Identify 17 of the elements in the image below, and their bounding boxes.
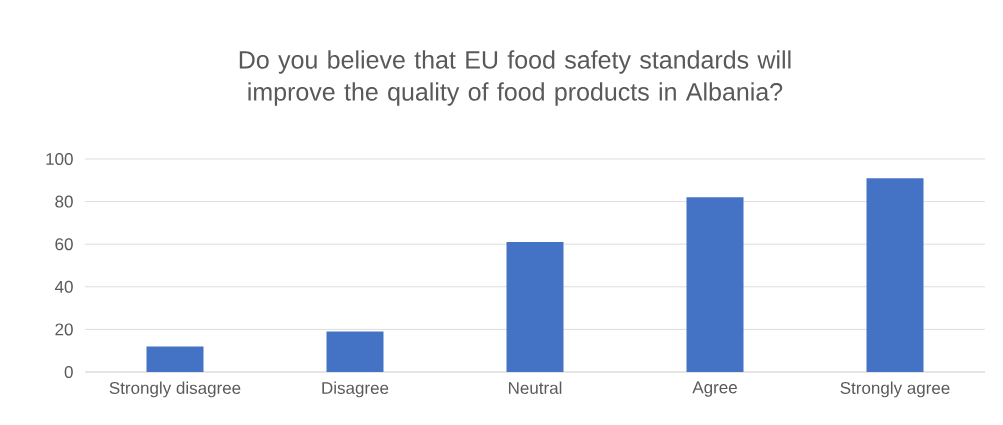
y-tick-label: 20: [55, 323, 73, 336]
x-tick-label: Strongly agree: [840, 381, 950, 398]
x-tick-label: Strongly disagree: [109, 381, 241, 398]
y-tick-label: 0: [64, 365, 73, 379]
y-tick-label: 100: [46, 152, 73, 166]
bar: [326, 331, 384, 372]
bar: [686, 197, 744, 372]
bar: [506, 242, 564, 372]
y-tick-label: 40: [54, 280, 73, 293]
bar: [146, 346, 204, 372]
x-tick-label: Neutral: [509, 381, 562, 395]
y-tick-label: 80: [55, 195, 73, 208]
x-tick-label: Agree: [692, 381, 737, 397]
chart-title: Do you believe that EU food safety standards will improve the quality of food products in Albania?: [239, 50, 791, 106]
y-tick-label: 60: [55, 238, 73, 251]
bar: [866, 178, 924, 372]
x-tick-label: Disagree: [322, 381, 389, 398]
